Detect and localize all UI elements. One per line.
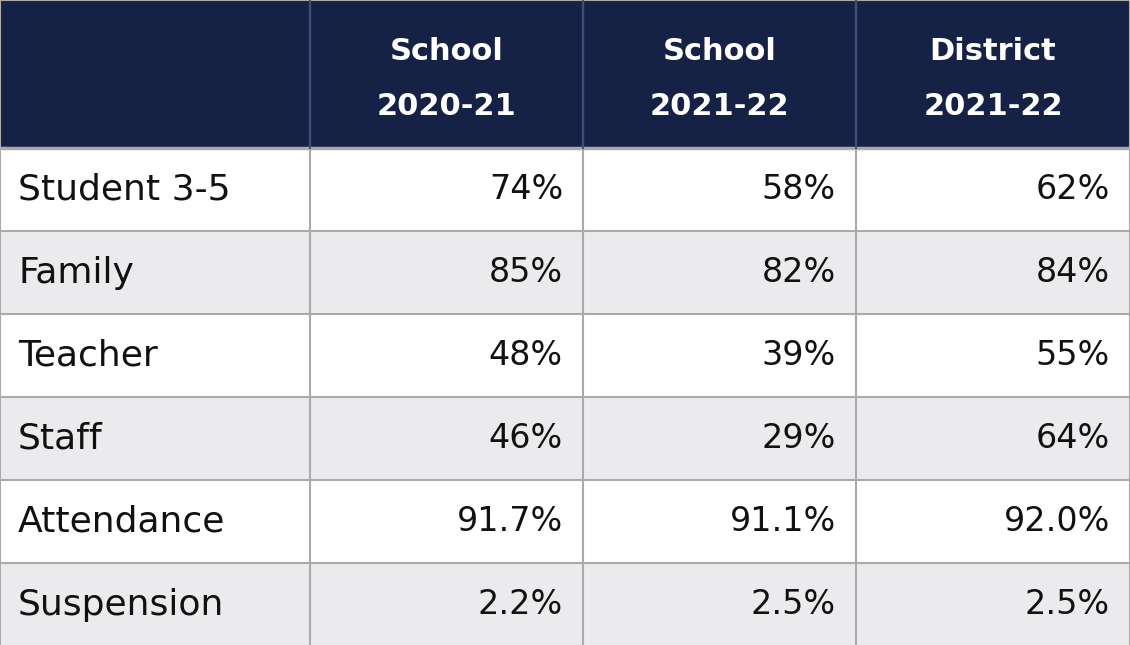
Bar: [857, 397, 1130, 480]
Text: 91.7%: 91.7%: [457, 505, 563, 538]
Bar: [0, 231, 310, 314]
Bar: [857, 563, 1130, 645]
Bar: [583, 231, 857, 314]
Bar: [310, 231, 583, 314]
Bar: [310, 397, 583, 480]
Text: 2.5%: 2.5%: [750, 588, 836, 621]
Bar: [0, 0, 310, 148]
Bar: [310, 148, 583, 231]
Bar: [583, 563, 857, 645]
Text: District: District: [930, 37, 1057, 66]
Text: School: School: [662, 37, 776, 66]
Text: 2.2%: 2.2%: [478, 588, 563, 621]
Text: 2021-22: 2021-22: [650, 92, 790, 121]
Text: 39%: 39%: [762, 339, 836, 372]
Bar: [0, 563, 310, 645]
Text: 46%: 46%: [489, 422, 563, 455]
Bar: [0, 314, 310, 397]
Text: 48%: 48%: [489, 339, 563, 372]
Text: 91.1%: 91.1%: [730, 505, 836, 538]
Bar: [0, 148, 310, 231]
Text: Attendance: Attendance: [18, 504, 225, 539]
Bar: [857, 314, 1130, 397]
Bar: [0, 397, 310, 480]
Text: 2.5%: 2.5%: [1025, 588, 1110, 621]
Bar: [310, 0, 583, 148]
Text: 64%: 64%: [1036, 422, 1110, 455]
Bar: [310, 314, 583, 397]
Bar: [583, 397, 857, 480]
Text: 62%: 62%: [1035, 173, 1110, 206]
Text: 2020-21: 2020-21: [376, 92, 516, 121]
Text: 74%: 74%: [489, 173, 563, 206]
Bar: [857, 0, 1130, 148]
Text: Teacher: Teacher: [18, 339, 158, 373]
Text: 85%: 85%: [489, 256, 563, 289]
Text: 58%: 58%: [762, 173, 836, 206]
Bar: [583, 0, 857, 148]
Bar: [857, 480, 1130, 563]
Bar: [857, 148, 1130, 231]
Text: 84%: 84%: [1036, 256, 1110, 289]
Text: 92.0%: 92.0%: [1003, 505, 1110, 538]
Text: Staff: Staff: [18, 421, 103, 455]
Text: Family: Family: [18, 255, 133, 290]
Text: Student 3-5: Student 3-5: [18, 172, 231, 206]
Text: School: School: [390, 37, 504, 66]
Text: 82%: 82%: [762, 256, 836, 289]
Bar: [310, 480, 583, 563]
Text: 55%: 55%: [1036, 339, 1110, 372]
Bar: [310, 563, 583, 645]
Bar: [857, 231, 1130, 314]
Text: Suspension: Suspension: [18, 588, 225, 622]
Bar: [583, 480, 857, 563]
Text: 29%: 29%: [762, 422, 836, 455]
Text: 2021-22: 2021-22: [923, 92, 1063, 121]
Bar: [583, 314, 857, 397]
Bar: [0, 480, 310, 563]
Bar: [583, 148, 857, 231]
